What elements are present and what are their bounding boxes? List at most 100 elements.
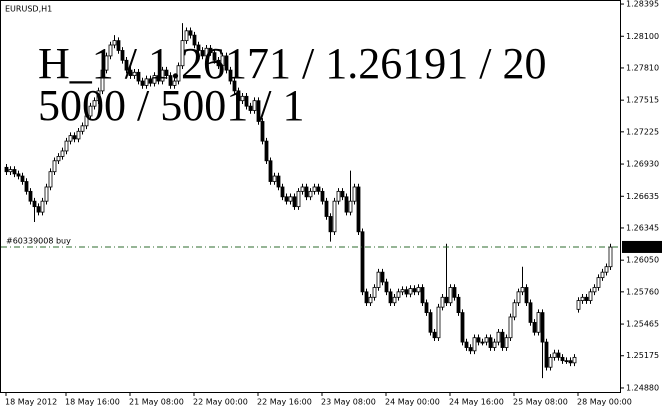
chart-title: EURUSD,H1 — [5, 5, 52, 14]
candle-body — [32, 200, 37, 208]
candle-body — [208, 47, 213, 54]
candle-body — [384, 281, 389, 293]
candle-body — [352, 186, 357, 202]
candle-body — [436, 306, 441, 339]
candle-body — [8, 169, 13, 173]
candle-body — [412, 288, 417, 293]
candle-body — [424, 302, 429, 313]
candle-body — [12, 169, 17, 175]
last-price-label: 1.26171 — [625, 242, 658, 251]
y-tick-label: 1.25760 — [626, 287, 659, 296]
candle-body — [252, 100, 257, 111]
candle-body — [456, 296, 461, 313]
candle-body — [336, 190, 341, 202]
candle-body — [576, 300, 581, 310]
candle-body — [188, 30, 193, 36]
candle-body — [52, 160, 57, 173]
candle-body — [480, 341, 485, 344]
candle-body — [144, 78, 149, 86]
candle-body — [72, 135, 77, 140]
candle-body — [240, 95, 245, 102]
y-tick-label: 1.27810 — [626, 63, 659, 72]
candle-body — [264, 140, 269, 162]
candle-body — [508, 316, 513, 339]
y-tick-label: 1.24880 — [626, 383, 659, 392]
candle-body — [432, 331, 437, 339]
candle-body — [328, 216, 333, 233]
candle-body — [440, 296, 445, 308]
candle-body — [552, 352, 557, 358]
candle-body — [92, 100, 97, 107]
candle-body — [404, 289, 409, 295]
candle-body — [180, 40, 185, 67]
candle-body — [516, 291, 521, 304]
candle-body — [368, 296, 373, 304]
x-tick-label: 21 May 08:00 — [129, 398, 184, 407]
candle-body — [292, 196, 297, 208]
y-tick-label: 1.27515 — [626, 96, 659, 105]
x-tick-label: 25 May 08:00 — [513, 398, 568, 407]
y-tick-label: 1.28395 — [626, 0, 659, 9]
candle-body — [84, 115, 89, 127]
candle-body — [300, 186, 305, 192]
candle-body — [544, 341, 549, 368]
candle-body — [164, 69, 169, 76]
candle-body — [16, 173, 21, 177]
candle-body — [40, 200, 45, 213]
y-tick-label: 1.26930 — [626, 160, 659, 169]
candle-body — [468, 347, 473, 352]
candle-body — [280, 186, 285, 198]
candle-body — [24, 181, 29, 192]
candle-body — [596, 277, 601, 288]
candle-body — [388, 291, 393, 304]
candle-body — [256, 100, 261, 122]
candle-body — [320, 190, 325, 202]
candle-body — [464, 341, 469, 348]
candle-body — [580, 296, 585, 301]
candle-body — [204, 47, 209, 57]
candle-body — [212, 52, 217, 61]
overlay-text: H_1 / 1.26171 / 1.26191 / 20 — [38, 39, 546, 88]
candle-body — [276, 175, 281, 188]
candle-body — [284, 196, 289, 202]
candle-body — [88, 105, 93, 117]
candle-body — [244, 95, 249, 107]
candle-body — [48, 171, 53, 188]
candle-body — [360, 231, 365, 293]
candle-body — [600, 271, 605, 279]
candle-body — [540, 312, 545, 343]
candle-body — [288, 196, 293, 202]
candle-body — [232, 80, 237, 92]
candle-body — [372, 287, 377, 298]
candle-body — [216, 59, 221, 67]
candle-body — [348, 200, 353, 213]
candle-body — [308, 190, 313, 198]
candle-body — [196, 44, 201, 51]
candle-body — [140, 80, 145, 86]
candle-body — [492, 341, 497, 348]
y-tick-label: 1.26345 — [626, 223, 659, 232]
candle-body — [260, 121, 265, 142]
candle-body — [428, 312, 433, 333]
last-price-box — [622, 240, 662, 253]
candle-body — [528, 302, 533, 323]
candle-body — [324, 200, 329, 217]
y-tick-label: 1.26635 — [626, 192, 659, 201]
candle-body — [112, 40, 117, 46]
candle-body — [132, 71, 137, 76]
x-tick-label: 24 May 00:00 — [385, 398, 440, 407]
candle-body — [416, 287, 421, 293]
candle-body — [408, 288, 413, 295]
candle-body — [68, 135, 73, 142]
candle-body — [472, 337, 477, 352]
candle-body — [568, 360, 573, 364]
candle-body — [548, 356, 553, 368]
candle-body — [100, 69, 105, 92]
y-tick-label: 1.26050 — [626, 256, 659, 265]
candle-body — [228, 69, 233, 82]
x-tick-label: 18 May 2012 — [5, 398, 57, 407]
candle-body — [396, 291, 401, 298]
candle-body — [60, 150, 65, 157]
candle-body — [20, 175, 25, 182]
y-tick-label: 1.25465 — [626, 320, 659, 329]
